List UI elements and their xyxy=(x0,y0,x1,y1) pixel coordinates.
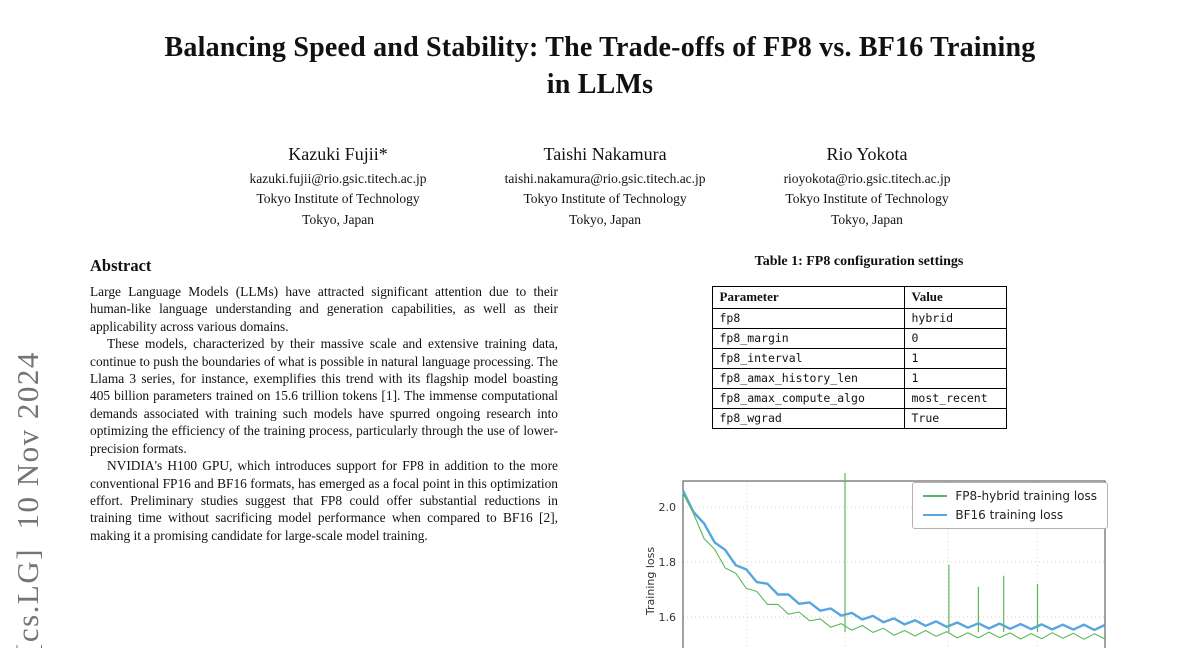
right-column: Table 1: FP8 configuration settings Para… xyxy=(608,254,1110,648)
legend-label: BF16 training loss xyxy=(955,507,1064,522)
author-affiliation: Tokyo Institute of Technology xyxy=(785,191,949,207)
abstract-section: Abstract Large Language Models (LLMs) ha… xyxy=(90,254,558,648)
svg-text:Training loss: Training loss xyxy=(644,547,657,616)
svg-text:1.8: 1.8 xyxy=(659,556,677,569)
value-cell: 1 xyxy=(903,347,1007,369)
value-cell: True xyxy=(903,407,1007,429)
training-loss-figure: 2.0 1.8 1.6 Training loss FP8-hybrid traini… xyxy=(608,472,1110,648)
param-header: Parameter xyxy=(711,285,905,309)
author-email: kazuki.fujii@rio.gsic.titech.ac.jp xyxy=(249,171,427,187)
param-cell: fp8_amax_history_len xyxy=(711,367,905,389)
param-cell: fp8 xyxy=(711,307,905,329)
value-header: Value xyxy=(903,285,1007,309)
author-affiliation: Tokyo Institute of Technology xyxy=(523,191,687,207)
legend-item-fp8: FP8-hybrid training loss xyxy=(923,489,1097,503)
abstract-paragraph: Large Language Models (LLMs) have attrac… xyxy=(90,283,558,334)
table-row: fp8_amax_compute_algo most_recent xyxy=(711,387,1007,409)
author-location: Tokyo, Japan xyxy=(302,211,374,227)
author-name: Rio Yokota xyxy=(826,143,908,164)
fp8-config-table: Parameter Value fp8 hybrid fp8_margin 0 … xyxy=(711,285,1007,429)
value-cell: 0 xyxy=(903,327,1007,349)
table-row: fp8_margin 0 xyxy=(711,327,1007,349)
table-caption: Table 1: FP8 configuration settings xyxy=(754,253,964,269)
fp8-line-swatch xyxy=(923,494,948,497)
param-cell: fp8_margin xyxy=(711,327,905,349)
author-block: Kazuki Fujii* kazuki.fujii@rio.gsic.tite… xyxy=(250,142,427,230)
param-cell: fp8_amax_compute_algo xyxy=(711,387,905,409)
author-name: Kazuki Fujii* xyxy=(288,143,388,164)
author-email: taishi.nakamura@rio.gsic.titech.ac.jp xyxy=(504,171,706,187)
paper-title: Balancing Speed and Stability: The Trade… xyxy=(164,32,1036,100)
two-column-body: Abstract Large Language Models (LLMs) ha… xyxy=(90,254,1110,648)
value-cell: most_recent xyxy=(903,387,1007,409)
author-block: Rio Yokota rioyokota@rio.gsic.titech.ac.… xyxy=(784,142,951,230)
param-cell: fp8_wgrad xyxy=(711,407,905,429)
chart-legend: FP8-hybrid training loss BF16 training l… xyxy=(912,481,1108,529)
abstract-paragraph: These models, characterized by their mas… xyxy=(90,336,558,456)
svg-text:1.6: 1.6 xyxy=(659,611,677,624)
author-block: Taishi Nakamura taishi.nakamura@rio.gsic… xyxy=(505,142,706,230)
param-cell: fp8_interval xyxy=(711,347,905,369)
svg-text:2.0: 2.0 xyxy=(659,501,677,514)
table-row: fp8_wgrad True xyxy=(711,407,1007,429)
author-email: rioyokota@rio.gsic.titech.ac.jp xyxy=(783,171,951,187)
abstract-paragraph: NVIDIA's H100 GPU, which introduces supp… xyxy=(90,458,558,543)
legend-label: FP8-hybrid training loss xyxy=(955,488,1097,503)
table-row: fp8_interval 1 xyxy=(711,347,1007,369)
value-cell: hybrid xyxy=(903,307,1007,329)
author-affiliation: Tokyo Institute of Technology xyxy=(256,191,420,207)
table-header-row: Parameter Value xyxy=(711,285,1007,309)
abstract-heading: Abstract xyxy=(90,255,152,275)
author-location: Tokyo, Japan xyxy=(569,211,641,227)
table-row: fp8 hybrid xyxy=(711,307,1007,329)
legend-item-bf16: BF16 training loss xyxy=(923,508,1097,522)
value-cell: 1 xyxy=(903,367,1007,389)
bf16-line-swatch xyxy=(923,513,948,516)
author-location: Tokyo, Japan xyxy=(831,211,903,227)
author-list: Kazuki Fujii* kazuki.fujii@rio.gsic.tite… xyxy=(0,142,1200,230)
author-name: Taishi Nakamura xyxy=(543,143,667,164)
arxiv-banner: [cs.LG] 10 Nov 2024 xyxy=(10,351,45,648)
table-row: fp8_amax_history_len 1 xyxy=(711,367,1007,389)
